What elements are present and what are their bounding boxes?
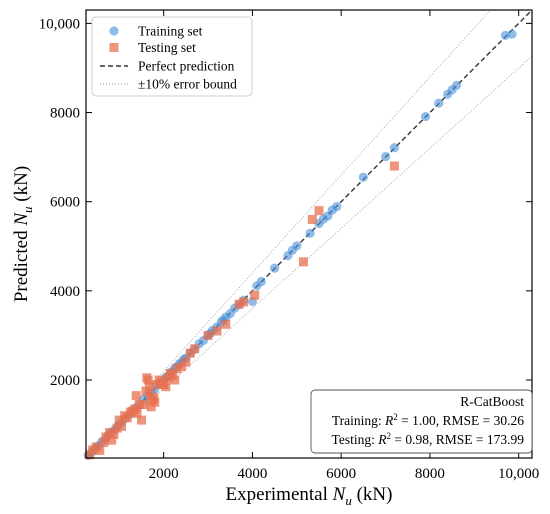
- y-tick-label: 6000: [50, 195, 80, 211]
- testing-point: [203, 330, 213, 340]
- y-axis-title: Predicted Nu (kN): [11, 166, 35, 302]
- x-tick-label: 8000: [415, 466, 445, 482]
- x-tick-label: 4000: [237, 466, 267, 482]
- testing-point: [132, 408, 142, 418]
- legend-training-label: Training set: [138, 24, 203, 39]
- testing-point: [107, 435, 117, 445]
- legend-testing-label: Testing set: [138, 40, 196, 55]
- stats-box: R-CatBoost Training: R2 = 1.00, RMSE = 3…: [310, 389, 533, 454]
- testing-point: [389, 161, 399, 171]
- testing-point: [144, 382, 154, 392]
- testing-point: [122, 413, 132, 423]
- training-stats: Training: R2 = 1.00, RMSE = 30.26: [332, 412, 524, 428]
- testing-point: [212, 326, 222, 336]
- x-tick-label: 10,000: [498, 466, 539, 482]
- x-axis-ticks: 2000 4000 6000 8000 10,000: [149, 10, 539, 482]
- testing-point: [170, 375, 180, 385]
- legend-box: [91, 16, 253, 97]
- testing-point: [150, 397, 160, 407]
- x-tick-label: 2000: [149, 466, 179, 482]
- model-name: R-CatBoost: [460, 394, 524, 409]
- training-point: [305, 228, 315, 238]
- legend-training-marker: [109, 26, 119, 36]
- testing-point: [139, 400, 149, 410]
- testing-point: [117, 421, 127, 431]
- y-tick-label: 10,000: [39, 16, 80, 32]
- y-axis-ticks: 2000 4000 6000 8000 10,000: [39, 16, 532, 389]
- testing-stats: Testing: R2 = 0.98, RMSE = 173.99: [332, 431, 525, 447]
- training-point: [256, 276, 266, 287]
- training-point: [358, 172, 368, 182]
- testing-point: [109, 429, 119, 439]
- error-bound-lines: [86, 10, 532, 458]
- testing-point: [99, 437, 109, 447]
- testing-points: [85, 161, 399, 460]
- training-point: [434, 98, 444, 108]
- y-tick-label: 8000: [50, 106, 80, 122]
- training-point: [292, 241, 302, 251]
- testing-point: [298, 257, 308, 267]
- training-point: [420, 111, 431, 122]
- legend-error-label: ±10% error bound: [138, 77, 237, 92]
- x-axis-title: Experimental Nu (kN): [226, 484, 393, 508]
- training-point: [389, 143, 400, 153]
- y-tick-label: 4000: [50, 284, 80, 300]
- testing-point: [181, 357, 191, 367]
- training-point: [451, 80, 462, 90]
- testing-point: [250, 290, 260, 300]
- testing-point: [307, 215, 317, 225]
- testing-point: [85, 450, 95, 460]
- training-point: [270, 263, 280, 273]
- testing-point: [190, 344, 200, 354]
- testing-point: [136, 415, 146, 425]
- testing-point: [143, 375, 153, 385]
- legend-perfect-label: Perfect prediction: [138, 59, 235, 74]
- testing-point: [221, 319, 231, 329]
- training-point: [380, 152, 391, 162]
- training-point: [332, 201, 342, 212]
- training-point: [507, 29, 517, 39]
- legend: Training set Testing set Perfect predict…: [91, 16, 253, 97]
- x-tick-label: 6000: [326, 466, 356, 482]
- plot-frame: [85, 9, 533, 459]
- testing-point: [314, 206, 324, 216]
- stats-frame: [310, 389, 533, 454]
- testing-point: [131, 391, 141, 401]
- legend-testing-marker: [109, 43, 119, 52]
- testing-point: [161, 382, 171, 392]
- lower-error-line: [86, 55, 532, 458]
- y-tick-label: 2000: [50, 373, 80, 389]
- testing-point: [114, 415, 124, 425]
- testing-point: [239, 297, 249, 307]
- testing-point: [95, 445, 105, 455]
